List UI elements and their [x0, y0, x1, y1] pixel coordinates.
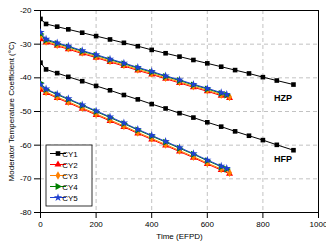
svg-text:CY3: CY3	[62, 172, 78, 181]
svg-text:-20: -20	[20, 6, 32, 15]
svg-text:-80: -80	[20, 208, 32, 217]
svg-text:HZP: HZP	[274, 93, 292, 103]
svg-text:800: 800	[256, 220, 270, 229]
svg-text:-30: -30	[20, 40, 32, 49]
svg-text:1000: 1000	[310, 220, 326, 229]
svg-text:CY5: CY5	[62, 194, 78, 203]
svg-text:Time (EFPD): Time (EFPD)	[156, 232, 203, 241]
svg-text:HFP: HFP	[274, 154, 292, 164]
svg-text:-50: -50	[20, 107, 32, 116]
svg-text:Moderator Temperature Coeffici: Moderator Temperature Coefficient (°C)	[7, 41, 16, 181]
svg-text:CY4: CY4	[62, 183, 78, 192]
svg-text:CY2: CY2	[62, 161, 78, 170]
svg-text:400: 400	[145, 220, 159, 229]
svg-text:0: 0	[38, 220, 43, 229]
svg-text:-60: -60	[20, 141, 32, 150]
svg-text:200: 200	[89, 220, 103, 229]
svg-text:-40: -40	[20, 73, 32, 82]
svg-text:-70: -70	[20, 174, 32, 183]
svg-text:600: 600	[201, 220, 215, 229]
svg-text:CY1: CY1	[62, 150, 78, 159]
